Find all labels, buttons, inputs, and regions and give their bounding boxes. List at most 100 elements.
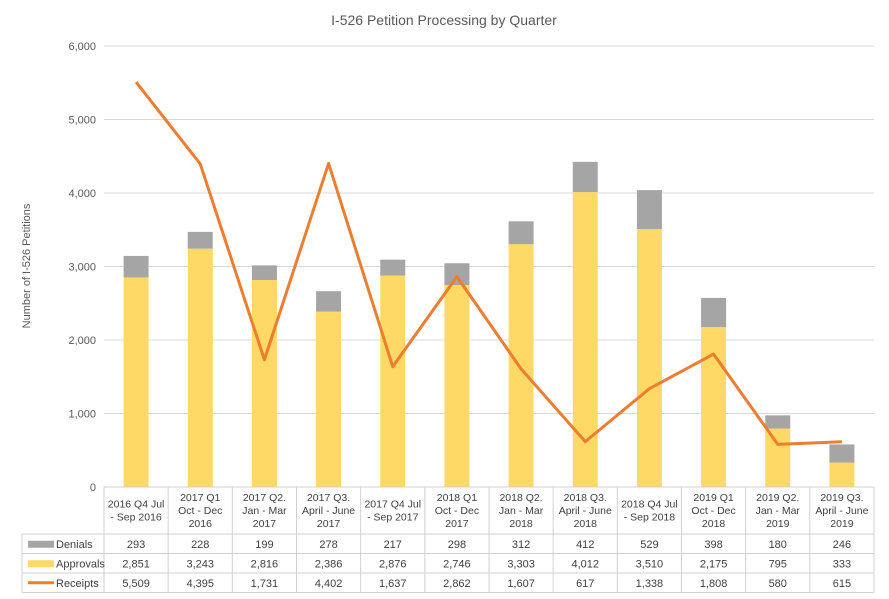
receipts-line bbox=[134, 81, 842, 446]
data-label-denials: 298 bbox=[448, 539, 466, 551]
category-label: 2019 Q3. bbox=[820, 492, 863, 504]
category-label: 2017 bbox=[317, 518, 341, 530]
category-label: 2016 bbox=[189, 518, 213, 530]
data-label-receipts: 617 bbox=[576, 578, 594, 590]
category-label: - Sep 2018 bbox=[624, 512, 676, 524]
denials-bar bbox=[316, 291, 342, 312]
data-label-approvals: 2,386 bbox=[315, 558, 343, 570]
data-label-approvals: 795 bbox=[769, 558, 787, 570]
category-label: 2017 bbox=[445, 518, 469, 530]
legend-label-approvals: Approvals bbox=[56, 558, 105, 570]
data-label-receipts: 5,509 bbox=[122, 578, 150, 590]
data-label-receipts: 4,402 bbox=[315, 578, 343, 590]
approvals-bar bbox=[444, 285, 470, 487]
denials-bar bbox=[829, 444, 855, 463]
denials-bar bbox=[123, 255, 149, 278]
y-tick-label: 4,000 bbox=[68, 188, 96, 200]
category-label: 2017 bbox=[253, 518, 277, 530]
category-label: 2019 Q1 bbox=[693, 492, 733, 504]
y-axis-label: Number of I-526 Petitions bbox=[21, 203, 33, 328]
category-label: April - June bbox=[559, 505, 612, 517]
category-label: Jan - Mar bbox=[242, 505, 287, 517]
data-label-denials: 246 bbox=[833, 539, 851, 551]
data-label-denials: 412 bbox=[576, 539, 594, 551]
category-label: 2018 bbox=[702, 518, 726, 530]
approvals-bar bbox=[829, 462, 855, 487]
approvals-bar bbox=[187, 248, 213, 487]
approvals-bar bbox=[572, 192, 598, 488]
category-label: 2017 Q1 bbox=[180, 492, 220, 504]
data-label-denials: 217 bbox=[384, 539, 402, 551]
approvals-bar bbox=[765, 428, 791, 487]
denials-bar bbox=[251, 265, 277, 281]
category-label: April - June bbox=[302, 505, 355, 517]
data-label-receipts: 4,395 bbox=[186, 578, 214, 590]
data-label-approvals: 333 bbox=[833, 558, 851, 570]
data-label-denials: 228 bbox=[191, 539, 209, 551]
category-label: Jan - Mar bbox=[499, 505, 544, 517]
category-label: Oct - Dec bbox=[435, 505, 479, 517]
bars bbox=[123, 161, 855, 488]
legend-key-denials bbox=[28, 540, 54, 548]
y-axis-ticks: 0 1,000 2,000 3,000 4,000 5,000 6,000 bbox=[68, 41, 96, 494]
category-label: 2018 Q4 Jul bbox=[621, 499, 678, 511]
category-label: 2017 Q4 Jul bbox=[364, 499, 421, 511]
data-label-denials: 398 bbox=[704, 539, 722, 551]
category-label: April - June bbox=[815, 505, 868, 517]
approvals-bar bbox=[251, 280, 277, 487]
data-label-receipts: 615 bbox=[833, 578, 851, 590]
data-label-denials: 278 bbox=[319, 539, 337, 551]
y-tick-label: 0 bbox=[90, 482, 96, 494]
data-label-approvals: 3,510 bbox=[636, 558, 664, 570]
category-label: 2018 bbox=[509, 518, 533, 530]
y-tick-label: 3,000 bbox=[68, 262, 96, 274]
denials-bar bbox=[572, 161, 598, 193]
data-label-approvals: 3,243 bbox=[186, 558, 214, 570]
data-label-receipts: 1,731 bbox=[251, 578, 279, 590]
approvals-bar bbox=[508, 244, 534, 487]
denials-bar bbox=[765, 415, 791, 429]
approvals-bar bbox=[701, 327, 727, 487]
legend-label-receipts: Receipts bbox=[56, 578, 99, 590]
approvals-bar bbox=[636, 229, 662, 487]
category-label: Jan - Mar bbox=[756, 505, 801, 517]
y-tick-label: 2,000 bbox=[68, 335, 96, 347]
category-label: 2016 Q4 Jul bbox=[108, 499, 165, 511]
gridlines bbox=[104, 45, 874, 488]
legend-label-denials: Denials bbox=[56, 539, 93, 551]
data-label-denials: 293 bbox=[127, 539, 145, 551]
data-label-approvals: 2,175 bbox=[700, 558, 728, 570]
data-label-receipts: 1,808 bbox=[700, 578, 728, 590]
denials-bar bbox=[380, 259, 406, 276]
legend-key-approvals bbox=[28, 560, 54, 568]
data-label-approvals: 2,816 bbox=[251, 558, 279, 570]
category-label: 2018 Q2. bbox=[499, 492, 542, 504]
data-label-receipts: 1,338 bbox=[636, 578, 664, 590]
data-label-approvals: 2,876 bbox=[379, 558, 407, 570]
data-label-receipts: 2,862 bbox=[443, 578, 471, 590]
data-label-approvals: 4,012 bbox=[571, 558, 599, 570]
denials-bar bbox=[187, 231, 213, 249]
approvals-bar bbox=[316, 311, 342, 487]
denials-bar bbox=[444, 263, 470, 286]
data-label-denials: 529 bbox=[640, 539, 658, 551]
category-label: Oct - Dec bbox=[178, 505, 222, 517]
data-label-receipts: 1,637 bbox=[379, 578, 407, 590]
category-label: 2017 Q2. bbox=[243, 492, 286, 504]
data-label-denials: 199 bbox=[255, 539, 273, 551]
category-label: 2018 Q1 bbox=[437, 492, 477, 504]
y-tick-label: 1,000 bbox=[68, 409, 96, 421]
denials-bar bbox=[701, 297, 727, 328]
data-label-denials: 180 bbox=[769, 539, 787, 551]
y-tick-label: 5,000 bbox=[68, 115, 96, 127]
denials-bar bbox=[636, 190, 662, 230]
data-label-receipts: 580 bbox=[769, 578, 787, 590]
data-label-receipts: 1,607 bbox=[507, 578, 535, 590]
category-label: 2019 bbox=[766, 518, 790, 530]
approvals-bar bbox=[380, 275, 406, 487]
data-label-approvals: 3,303 bbox=[507, 558, 535, 570]
data-label-approvals: 2,746 bbox=[443, 558, 471, 570]
category-label: 2018 bbox=[574, 518, 598, 530]
